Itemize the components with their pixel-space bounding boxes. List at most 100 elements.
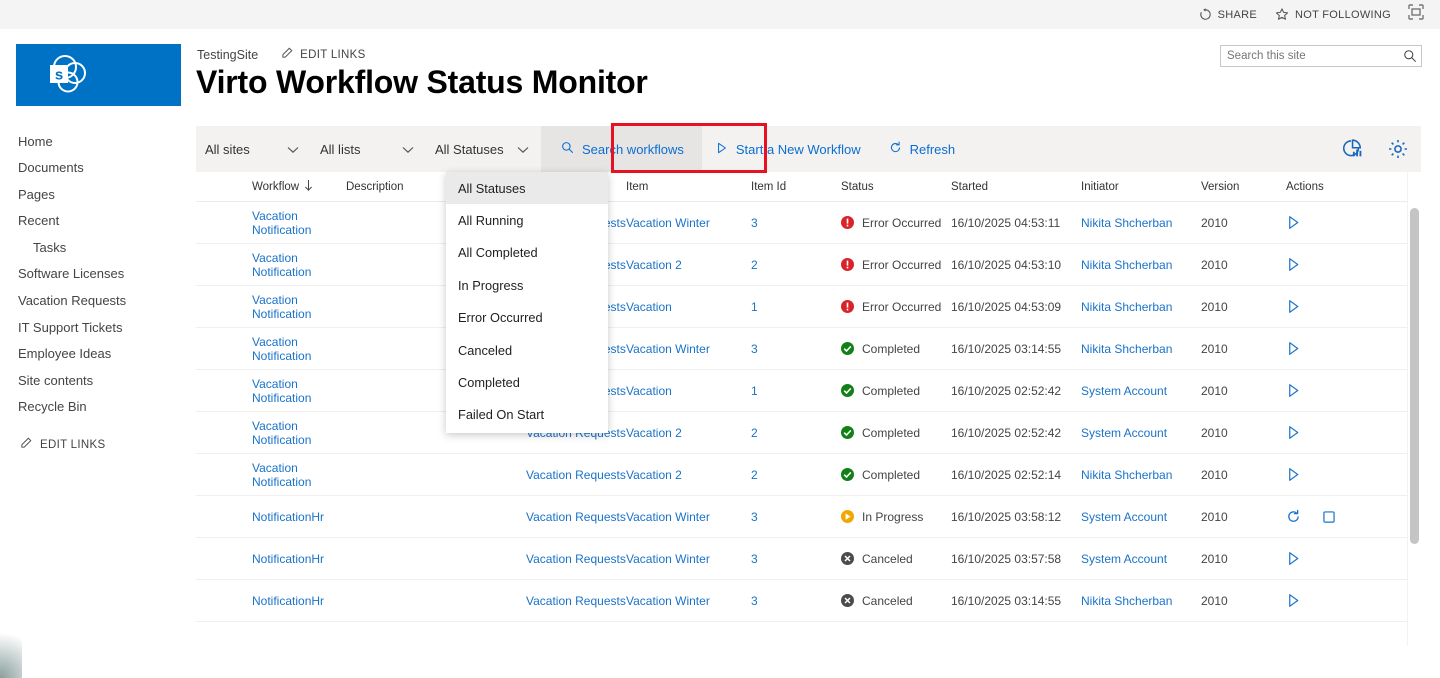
item-link[interactable]: Vacation 2 [626,425,682,440]
search-workflows-button[interactable]: Search workflows [541,126,702,172]
workflow-link[interactable]: Vacation Notification [252,418,312,447]
sidebar-item-recent[interactable]: Recent [18,213,60,229]
sidebar-item-documents[interactable]: Documents [18,160,84,176]
column-header-item-id[interactable]: Item Id [751,181,841,193]
site-logo[interactable]: s [16,44,181,106]
item-link[interactable]: Vacation Winter [626,509,710,524]
header-edit-links-button[interactable]: EDIT LINKS [280,47,365,63]
column-header-started[interactable]: Started [951,181,1081,193]
initiator-link[interactable]: System Account [1081,383,1168,398]
status-option-all-completed[interactable]: All Completed [458,245,538,261]
sidebar-item-vacation-requests[interactable]: Vacation Requests [18,293,127,309]
column-header-actions[interactable]: Actions [1286,181,1396,193]
table-row[interactable]: NotificationHr Vacation Requests Vacation … [196,580,1421,622]
share-button[interactable]: SHARE [1190,0,1266,29]
item-id-link[interactable]: 1 [751,383,758,398]
item-link[interactable]: Vacation Winter [626,593,710,608]
start-workflow-action-icon[interactable] [1286,467,1301,482]
start-workflow-action-icon[interactable] [1286,257,1301,272]
list-link[interactable]: Vacation Requests [526,593,626,608]
restart-workflow-action-icon[interactable] [1286,509,1301,524]
table-row[interactable]: NotificationHr Vacation Requests Vacation … [196,496,1421,538]
sidebar-edit-links-button[interactable]: EDIT LINKS [0,421,190,453]
status-option-in-progress[interactable]: In Progress [458,277,524,293]
refresh-button[interactable]: Refresh [875,126,970,172]
item-id-link[interactable]: 2 [751,425,758,440]
list-link[interactable]: Vacation Requests [526,551,626,566]
table-row[interactable]: NotificationHr Vacation Requests Vacation … [196,538,1421,580]
status-option-all-statuses[interactable]: All Statuses [446,172,608,205]
status-option-canceled[interactable]: Canceled [458,342,513,358]
initiator-link[interactable]: Nikita Shcherban [1081,257,1173,272]
filter-all-statuses[interactable]: All Statuses [426,126,541,172]
item-id-link[interactable]: 3 [751,215,758,230]
initiator-link[interactable]: System Account [1081,551,1168,566]
status-filter-dropdown[interactable]: All Statuses All Running All Completed In P… [446,172,608,434]
scrollbar-thumb[interactable] [1410,208,1419,544]
sidebar-item-pages[interactable]: Pages [18,186,55,202]
column-header-workflow[interactable]: Workflow [196,179,346,194]
workflow-link[interactable]: Vacation Notification [252,376,312,405]
item-id-link[interactable]: 2 [751,467,758,482]
status-option-all-running[interactable]: All Running [458,213,524,229]
item-id-link[interactable]: 3 [751,509,758,524]
gear-icon[interactable] [1375,126,1421,172]
filter-all-sites[interactable]: All sites [196,126,311,172]
list-link[interactable]: Vacation Requests [526,467,626,482]
start-workflow-action-icon[interactable] [1286,341,1301,356]
item-id-link[interactable]: 2 [751,257,758,272]
sidebar-item-it-support-tickets[interactable]: IT Support Tickets [18,319,123,335]
start-workflow-action-icon[interactable] [1286,593,1301,608]
sidebar-item-home[interactable]: Home [18,133,53,149]
column-header-status[interactable]: Status [841,181,951,193]
status-option-completed[interactable]: Completed [458,375,520,391]
initiator-link[interactable]: Nikita Shcherban [1081,341,1173,356]
item-id-link[interactable]: 3 [751,593,758,608]
status-option-error-occurred[interactable]: Error Occurred [458,310,543,326]
initiator-link[interactable]: Nikita Shcherban [1081,299,1173,314]
workflow-link[interactable]: Vacation Notification [252,460,312,489]
search-icon[interactable] [1399,49,1421,63]
initiator-link[interactable]: System Account [1081,509,1168,524]
start-new-workflow-button[interactable]: Start a New Workflow [702,126,875,172]
workflow-link[interactable]: NotificationHr [252,509,325,524]
sidebar-item-software-licenses[interactable]: Software Licenses [18,266,125,282]
focus-on-content-button[interactable] [1400,0,1432,29]
initiator-link[interactable]: Nikita Shcherban [1081,215,1173,230]
item-id-link[interactable]: 3 [751,551,758,566]
initiator-link[interactable]: Nikita Shcherban [1081,467,1173,482]
search-input[interactable] [1221,46,1399,66]
sidebar-item-recycle-bin[interactable]: Recycle Bin [18,399,87,415]
table-scrollbar[interactable] [1407,172,1421,646]
column-header-description[interactable]: Description [346,181,526,193]
item-link[interactable]: Vacation [626,299,672,314]
initiator-link[interactable]: Nikita Shcherban [1081,593,1173,608]
item-link[interactable]: Vacation 2 [626,257,682,272]
follow-button[interactable]: NOT FOLLOWING [1266,0,1400,29]
sidebar-item-tasks[interactable]: Tasks [33,239,67,255]
initiator-link[interactable]: System Account [1081,425,1168,440]
item-link[interactable]: Vacation 2 [626,467,682,482]
start-workflow-action-icon[interactable] [1286,215,1301,230]
status-option-failed-on-start[interactable]: Failed On Start [458,407,545,423]
workflow-link[interactable]: Vacation Notification [252,334,312,363]
reports-chart-icon[interactable] [1329,126,1375,172]
workflow-link[interactable]: Vacation Notification [252,250,312,279]
start-workflow-action-icon[interactable] [1286,425,1301,440]
workflow-link[interactable]: NotificationHr [252,593,325,608]
column-header-item[interactable]: Item [626,181,751,193]
workflow-link[interactable]: Vacation Notification [252,292,312,321]
sidebar-item-site-contents[interactable]: Site contents [18,372,94,388]
item-link[interactable]: Vacation Winter [626,215,710,230]
item-link[interactable]: Vacation Winter [626,341,710,356]
workflow-link[interactable]: Vacation Notification [252,208,312,237]
column-header-initiator[interactable]: Initiator [1081,181,1201,193]
item-id-link[interactable]: 3 [751,341,758,356]
stop-workflow-action-icon[interactable] [1322,510,1336,524]
breadcrumb-site[interactable]: TestingSite [197,48,259,62]
